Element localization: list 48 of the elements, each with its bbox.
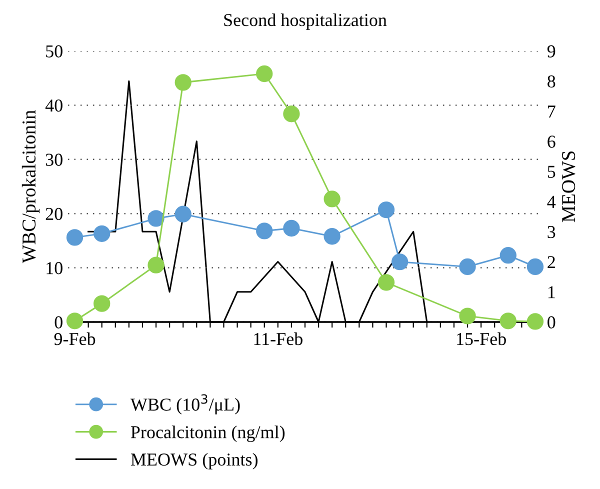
point <box>94 295 110 312</box>
point <box>378 274 395 291</box>
point <box>324 228 340 245</box>
y2-tick-label: 7 <box>548 106 556 118</box>
chart-title: Second hospitalization <box>224 13 387 30</box>
point <box>459 258 476 276</box>
point <box>148 210 164 227</box>
legend-label: Procalcitonin (ng/ml) <box>130 426 285 442</box>
y2-tick-label: 3 <box>548 226 556 238</box>
y-tick-label: 30 <box>46 154 62 166</box>
point <box>256 65 273 82</box>
point <box>174 74 192 91</box>
legend-label: WBC (10$^{3}$/μL) <box>130 394 240 414</box>
point <box>500 312 516 330</box>
y-tick-label: 40 <box>45 99 62 112</box>
point <box>283 220 300 237</box>
point <box>500 247 516 264</box>
y2-tick-label: 2 <box>548 256 555 268</box>
point <box>283 106 300 122</box>
y-tick-label: 50 <box>46 45 62 58</box>
y-axis-title: WBC/prokalcitonin <box>22 110 40 264</box>
point <box>459 308 476 324</box>
y2-tick-label: 6 <box>548 136 556 148</box>
point <box>256 222 273 240</box>
point <box>526 313 544 330</box>
point <box>66 229 84 246</box>
point <box>174 206 192 222</box>
point <box>526 258 544 276</box>
y2-tick-label: 8 <box>548 75 556 88</box>
point <box>391 254 408 270</box>
x-tick-label: 15-Feb <box>457 332 506 346</box>
y2-tick-label: 9 <box>547 45 556 58</box>
y2-tick-label: 4 <box>547 196 556 208</box>
legend-label: MEOWS (points) <box>130 452 258 470</box>
point <box>94 225 110 242</box>
y-tick-label: 20 <box>46 208 62 220</box>
point <box>66 312 84 330</box>
x-tick-label: 11-Feb <box>254 332 302 346</box>
y2-tick-label: 5 <box>548 166 556 178</box>
y2-axis-title: MEOWS <box>562 152 576 222</box>
y-tick-label: 10 <box>46 262 62 274</box>
point <box>378 201 395 218</box>
y2-tick-label: 1 <box>548 286 555 298</box>
x-tick-label: 9-Feb <box>54 332 96 346</box>
point <box>148 256 164 274</box>
point <box>324 190 340 208</box>
y-tick-label: 0 <box>54 316 62 328</box>
y2-tick-label: 0 <box>548 316 556 328</box>
